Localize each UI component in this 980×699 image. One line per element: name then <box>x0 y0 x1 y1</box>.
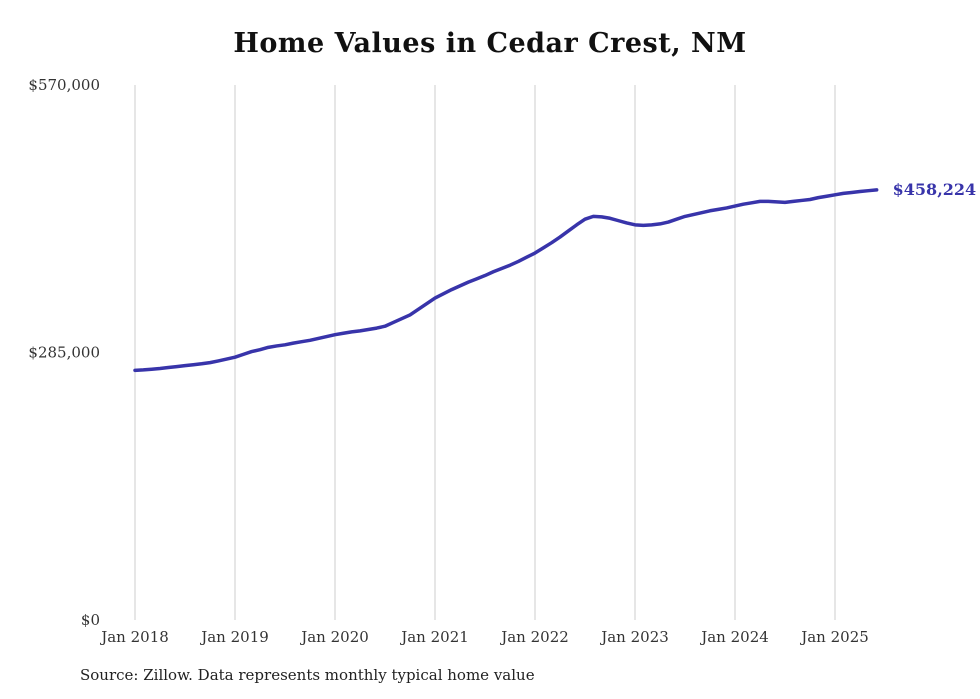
x-tick-label: Jan 2018 <box>99 628 169 646</box>
value-line <box>133 188 879 373</box>
x-tick-label: Jan 2024 <box>699 628 769 646</box>
y-tick-label: $0 <box>81 611 100 629</box>
end-value-label: $458,224 <box>893 180 977 199</box>
x-tick-label: Jan 2019 <box>199 628 269 646</box>
y-tick-label: $570,000 <box>28 76 100 94</box>
x-tick-label: Jan 2022 <box>499 628 569 646</box>
source-note: Source: Zillow. Data represents monthly … <box>80 666 535 684</box>
y-tick-label: $285,000 <box>28 344 100 362</box>
x-tick-label: Jan 2021 <box>399 628 469 646</box>
x-tick-label: Jan 2025 <box>799 628 869 646</box>
x-tick-label: Jan 2020 <box>299 628 369 646</box>
chart-title: Home Values in Cedar Crest, NM <box>233 28 747 59</box>
line-chart: Jan 2018 Jan 2019 Jan 2020 Jan 2021 Jan 2022… <box>28 76 977 646</box>
x-tick-label: Jan 2023 <box>599 628 669 646</box>
